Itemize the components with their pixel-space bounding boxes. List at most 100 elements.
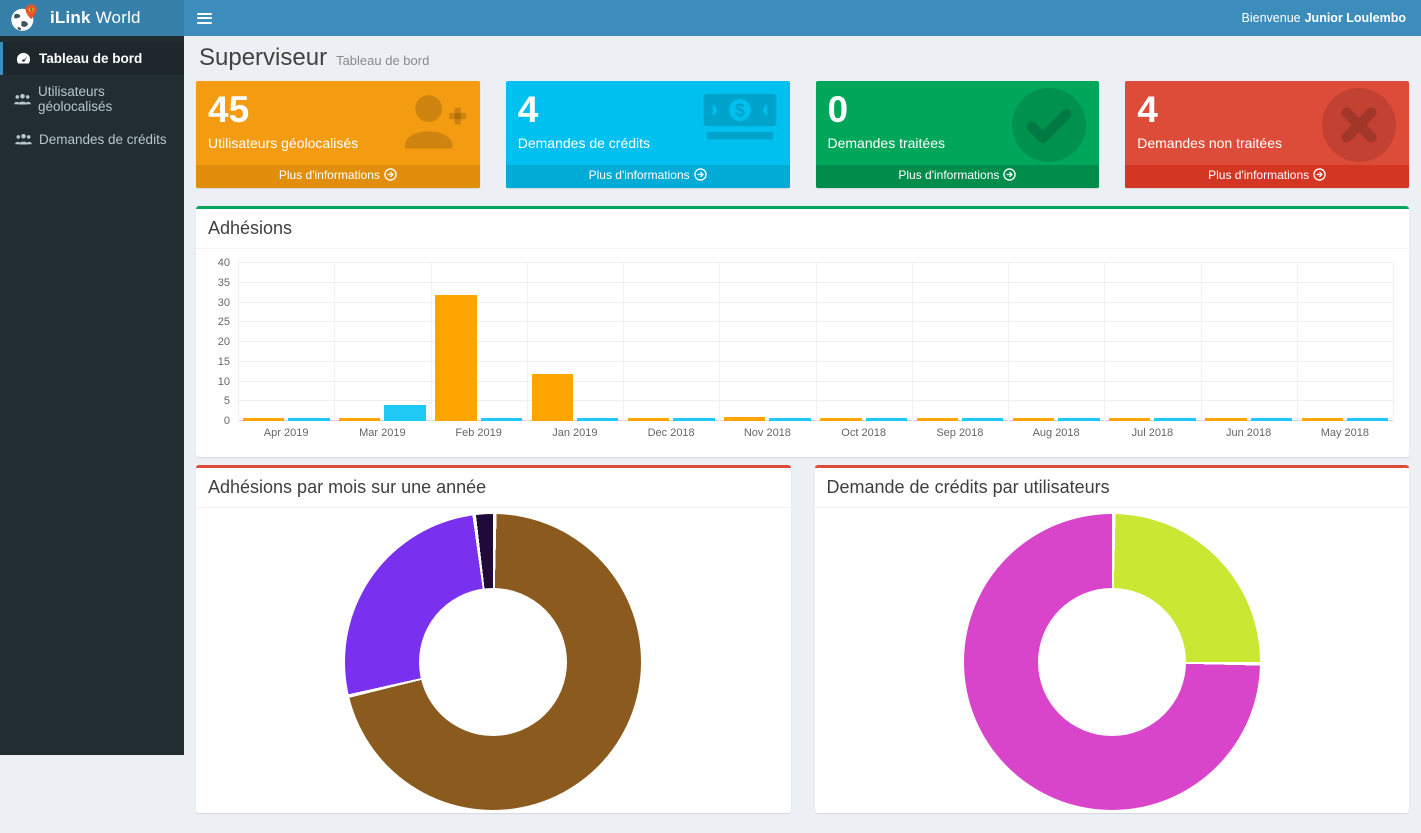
sidebar-toggle-button[interactable]	[184, 0, 224, 36]
info-box-more-link[interactable]: Plus d'informations	[1125, 165, 1409, 188]
info-box-more-link[interactable]: Plus d'informations	[196, 165, 480, 188]
bar-adhesions	[917, 418, 958, 421]
y-tick-label: 0	[202, 415, 230, 427]
bar-group-sep-2018	[912, 263, 1008, 421]
bar-demandes	[1251, 418, 1292, 421]
user-name: Junior Loulembo	[1305, 11, 1406, 25]
bar-adhesions	[532, 374, 573, 421]
bar-adhesions	[1109, 418, 1150, 421]
x-tick-label: Jan 2019	[527, 427, 623, 439]
top-navbar: $ iLink World Bienvenue Junior Loulembo	[0, 0, 1421, 36]
bar-adhesions	[628, 418, 669, 421]
bar-adhesions	[435, 295, 476, 421]
bar-adhesions	[724, 417, 765, 421]
arrow-circle-right-icon	[384, 168, 397, 184]
more-link-label: Plus d'informations	[898, 168, 999, 182]
x-tick-label: Jul 2018	[1104, 427, 1200, 439]
bar-group-mar-2019	[334, 263, 430, 421]
svg-text:$: $	[30, 8, 33, 14]
welcome-text: Bienvenue Junior Loulembo	[1242, 0, 1421, 36]
users-icon	[14, 133, 32, 146]
more-link-label: Plus d'informations	[279, 168, 380, 182]
y-tick-label: 5	[202, 395, 230, 407]
brand-name-light: World	[96, 8, 141, 27]
bar-demandes	[1154, 418, 1195, 421]
bar-group-nov-2018	[719, 263, 815, 421]
bar-demandes	[481, 418, 522, 421]
card-title: Adhésions	[208, 218, 1397, 239]
bar-group-jul-2018	[1104, 263, 1200, 421]
cash-icon: $	[702, 91, 778, 148]
x-tick-label: Dec 2018	[623, 427, 719, 439]
page-title: Superviseur	[199, 44, 327, 72]
brand-name: iLink World	[50, 8, 141, 28]
x-tick-label: Mar 2019	[334, 427, 430, 439]
welcome-prefix: Bienvenue	[1242, 11, 1301, 25]
info-box-demandes-non-traitees: 4 Demandes non traitées Plus d'informati…	[1125, 81, 1409, 188]
more-link-label: Plus d'informations	[1208, 168, 1309, 182]
sidebar-item-label: Tableau de bord	[39, 51, 142, 66]
x-tick-label: Nov 2018	[719, 427, 815, 439]
bar-group-may-2018	[1297, 263, 1393, 421]
page-subtitle: Tableau de bord	[336, 53, 429, 68]
x-tick-label: Jun 2018	[1201, 427, 1297, 439]
x-tick-label: Oct 2018	[816, 427, 912, 439]
bar-demandes	[1347, 418, 1388, 421]
card-header: Demande de crédits par utilisateurs	[815, 468, 1410, 508]
card-title: Demande de crédits par utilisateurs	[827, 477, 1398, 498]
credits-donut-card: Demande de crédits par utilisateurs	[815, 465, 1410, 813]
bar-group-jun-2018	[1201, 263, 1297, 421]
user-add-icon	[400, 91, 468, 156]
x-tick-label: Feb 2019	[431, 427, 527, 439]
bar-group-jan-2019	[527, 263, 623, 421]
info-box-demandes-de-credits: 4 Demandes de crédits $ Plus d'informati…	[506, 81, 790, 188]
sidebar-item-tableau-de-bord[interactable]: Tableau de bord	[0, 42, 184, 75]
bar-adhesions	[243, 418, 284, 421]
bar-demandes	[769, 418, 810, 421]
info-box-more-link[interactable]: Plus d'informations	[816, 165, 1100, 188]
sidebar-item-label: Utilisateurs géolocalisés	[38, 84, 172, 114]
sidebar-item-label: Demandes de crédits	[39, 132, 167, 147]
credits-donut-chart	[964, 514, 1260, 810]
info-box-more-link[interactable]: Plus d'informations	[506, 165, 790, 188]
x-tick-label: May 2018	[1297, 427, 1393, 439]
y-tick-label: 30	[202, 297, 230, 309]
bar-demandes	[866, 418, 907, 421]
donut-hole	[1038, 588, 1186, 736]
info-boxes-row: 45 Utilisateurs géolocalisés Plus d'info…	[196, 81, 1409, 188]
bar-demandes	[673, 418, 714, 421]
bar-group-dec-2018	[623, 263, 719, 421]
bar-chart-plot	[238, 263, 1393, 421]
card-header: Adhésions par mois sur une année	[196, 468, 791, 508]
dashboard-icon	[14, 51, 32, 66]
x-tick-label: Apr 2019	[238, 427, 334, 439]
bar-demandes	[577, 418, 618, 421]
y-tick-label: 15	[202, 356, 230, 368]
bar-demandes	[288, 418, 329, 421]
bar-adhesions	[820, 418, 861, 421]
adhesions-donut-chart	[345, 514, 641, 810]
bar-group-aug-2018	[1008, 263, 1104, 421]
adhesions-donut-card: Adhésions par mois sur une année	[196, 465, 791, 813]
y-tick-label: 10	[202, 376, 230, 388]
sidebar-item-utilisateurs-geolocalises[interactable]: Utilisateurs géolocalisés	[0, 75, 184, 123]
x-tick-label: Sep 2018	[912, 427, 1008, 439]
bar-adhesions	[1013, 418, 1054, 421]
info-box-demandes-traitees: 0 Demandes traitées Plus d'informations	[816, 81, 1100, 188]
brand-logo[interactable]: $ iLink World	[0, 0, 184, 36]
globe-pin-logo-icon: $	[10, 3, 40, 33]
y-tick-label: 40	[202, 257, 230, 269]
arrow-circle-right-icon	[1313, 168, 1326, 184]
bar-demandes	[962, 418, 1003, 421]
bar-adhesions	[339, 418, 380, 421]
sidebar-item-demandes-de-credits[interactable]: Demandes de crédits	[0, 123, 184, 156]
bar-adhesions	[1302, 418, 1343, 421]
bar-adhesions	[1205, 418, 1246, 421]
check-circle-icon	[1011, 87, 1087, 168]
brand-name-bold: iLink	[50, 8, 91, 27]
card-header: Adhésions	[196, 209, 1409, 249]
arrow-circle-right-icon	[694, 168, 707, 184]
